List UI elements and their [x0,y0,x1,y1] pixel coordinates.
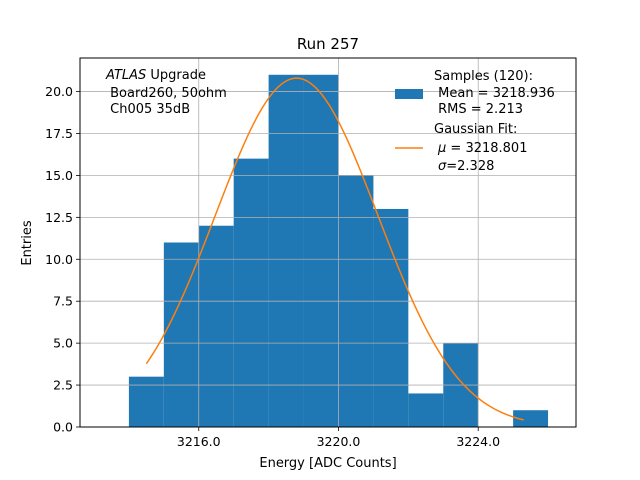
annotation-upgrade: Upgrade [146,68,206,83]
y-tick-label: 2.5 [53,378,73,393]
annotation-atlas: ATLAS [105,68,146,83]
histogram-bar [408,393,444,427]
histogram-bar [373,208,409,427]
legend-fit-mu-value: = 3218.801 [446,141,527,156]
legend-histogram-line-1: Samples (120): [434,69,533,84]
y-tick-label: 5.0 [53,336,73,351]
histogram-bar [198,225,234,427]
legend: Samples (120): Mean = 3218.936 RMS = 2.2… [395,69,555,174]
y-tick-label: 7.5 [53,294,73,309]
legend-histogram-swatch [395,89,423,99]
y-tick-label: 17.5 [45,126,73,141]
y-axis-label: Entries [20,220,35,266]
histogram-bar [268,74,304,427]
gaussian-fit [145,77,524,421]
legend-fit-sigma-value: =2.328 [446,159,494,174]
x-axis-label: Energy [ADC Counts] [259,456,396,471]
legend-fit-sigma: σ=2.328 [438,159,494,174]
annotation-line-3: Ch005 35dB [106,102,190,117]
y-tick-label: 12.5 [45,210,73,225]
legend-histogram-rms: RMS = 2.213 [434,102,523,117]
x-tick-label: 3224.0 [456,434,500,449]
chart-title: Run 257 [297,35,359,53]
y-tick-label: 0.0 [53,420,73,435]
mu-symbol: μ [437,141,446,156]
histogram-bar [233,158,269,428]
histogram-bar [303,74,339,427]
y-tick-label: 20.0 [45,84,73,99]
legend-histogram-mean: Mean = 3218.936 [434,86,555,101]
annotation-line-2: Board260, 50ohm [106,86,227,101]
x-tick-label: 3216.0 [177,434,221,449]
histogram-bar [513,410,549,427]
gaussian-fit-curve [145,77,524,421]
annotation-line-1: ATLAS Upgrade [105,68,206,83]
annotation-box: ATLAS Upgrade Board260, 50ohm Ch005 35dB [105,68,227,117]
legend-fit-line-1: Gaussian Fit: [434,122,517,137]
y-tick-label: 10.0 [45,252,73,267]
y-tick-label: 15.0 [45,168,73,183]
x-tick-label: 3220.0 [317,434,361,449]
legend-fit-mu: μ = 3218.801 [437,141,527,156]
histogram-bar [128,376,164,427]
plot-frame [79,57,577,428]
sigma-symbol: σ [438,159,447,174]
axis-ticks: 3216.0 3220.0 3224.0 0.0 2.5 5.0 7.5 10.0 12.5 15… [45,84,500,449]
